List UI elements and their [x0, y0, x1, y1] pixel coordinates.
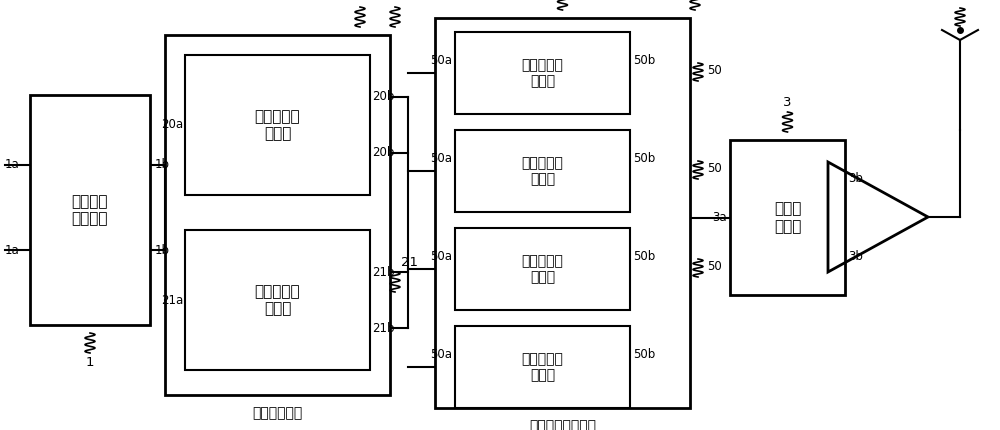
Bar: [455, 32, 630, 114]
Text: 21b: 21b: [372, 265, 394, 279]
Text: 1b: 1b: [155, 243, 170, 257]
Bar: [455, 130, 630, 212]
Text: 50: 50: [708, 259, 722, 273]
Text: 50a: 50a: [430, 55, 452, 68]
Text: 信号分离模块: 信号分离模块: [252, 406, 303, 420]
Text: 第二信号分
离单元: 第二信号分 离单元: [255, 284, 300, 316]
Text: 50b: 50b: [633, 251, 655, 264]
Text: 50a: 50a: [430, 348, 452, 362]
Text: 3: 3: [783, 95, 792, 108]
Text: 21: 21: [402, 255, 418, 268]
Text: 1a: 1a: [5, 243, 20, 257]
Text: 20b: 20b: [372, 90, 394, 104]
Text: 通道性能补
偿单元: 通道性能补 偿单元: [522, 254, 563, 284]
Bar: [185, 230, 370, 370]
Text: 20: 20: [402, 0, 418, 3]
Bar: [730, 140, 845, 295]
Text: 通道性能补偿模块: 通道性能补偿模块: [529, 419, 596, 430]
Text: 3a: 3a: [712, 211, 727, 224]
Text: 50b: 50b: [633, 55, 655, 68]
Text: 通道性能补
偿单元: 通道性能补 偿单元: [522, 352, 563, 382]
Text: 50b: 50b: [633, 153, 655, 166]
Text: 基带信号
输入模块: 基带信号 输入模块: [72, 194, 108, 226]
Text: 通道性能补
偿单元: 通道性能补 偿单元: [522, 58, 563, 88]
Text: 1a: 1a: [5, 159, 20, 172]
Text: 20a: 20a: [161, 119, 183, 132]
Text: 3b: 3b: [848, 250, 863, 263]
Text: 1b: 1b: [155, 159, 170, 172]
Text: 1: 1: [86, 356, 94, 369]
Text: 50: 50: [708, 64, 722, 77]
Text: 信号调
制模块: 信号调 制模块: [774, 201, 801, 233]
Text: 3b: 3b: [848, 172, 863, 185]
Text: 21b: 21b: [372, 322, 394, 335]
Text: 50a: 50a: [430, 153, 452, 166]
Text: 通道性能补
偿单元: 通道性能补 偿单元: [522, 156, 563, 186]
Text: 50: 50: [708, 162, 722, 175]
Bar: [455, 326, 630, 408]
Text: 第一信号分
离单元: 第一信号分 离单元: [255, 109, 300, 141]
Text: 20b: 20b: [372, 147, 394, 160]
Text: 2: 2: [356, 0, 364, 3]
Text: 21a: 21a: [161, 294, 183, 307]
Bar: [165, 35, 390, 395]
Bar: [185, 55, 370, 195]
Bar: [435, 18, 690, 408]
Text: 50b: 50b: [633, 348, 655, 362]
Bar: [30, 95, 150, 325]
Bar: [455, 228, 630, 310]
Text: 50a: 50a: [430, 251, 452, 264]
